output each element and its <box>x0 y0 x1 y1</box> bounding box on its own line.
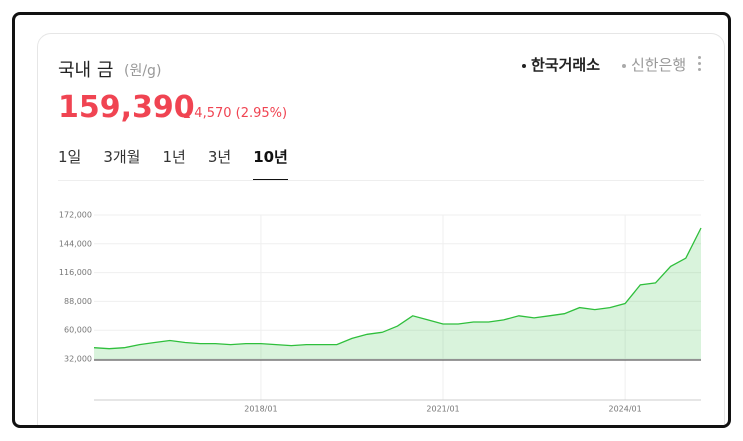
change-rate: (2.95%) <box>235 106 288 121</box>
y-tick-label: 88,000 <box>64 297 92 306</box>
gold-card: 국내 금 (원/g) 한국거래소 신한은행 159,390 ▲ 4,570 (2… <box>37 33 725 425</box>
chart: 32,000 60,000 88,000 116,000 144,000 172,000 2… <box>59 211 702 414</box>
line <box>93 227 702 350</box>
y-tick-label: 32,000 <box>64 355 92 364</box>
title: 국내 금 <box>58 60 114 81</box>
period-tab[interactable]: 1일 <box>58 148 82 166</box>
divider <box>58 180 704 181</box>
y-tick-label: 60,000 <box>64 326 92 335</box>
y-tick-label: 144,000 <box>59 239 92 248</box>
y-tick-label: 116,000 <box>59 268 92 277</box>
change: 4,570 <box>194 106 232 121</box>
source-label: 신한은행 <box>631 56 687 74</box>
period-tab[interactable]: 1년 <box>162 148 186 166</box>
x-tick-label: 2024/01 <box>609 405 642 414</box>
x-tick-label: 2018/01 <box>244 405 277 414</box>
price: 159,390 <box>58 90 195 125</box>
source-label: 한국거래소 <box>531 56 601 74</box>
source-tab[interactable]: 신한은행 <box>622 54 686 75</box>
x-tick-label: 2021/01 <box>426 405 459 414</box>
period-tab[interactable]: 3개월 <box>103 148 141 166</box>
period-tab[interactable]: 3년 <box>207 148 232 166</box>
area <box>94 228 701 359</box>
price-change: ▲ 4,570 (2.95%) <box>184 106 288 121</box>
menu-button[interactable] <box>698 56 702 74</box>
frame: 국내 금 (원/g) 한국거래소 신한은행 159,390 ▲ 4,570 (2… <box>12 12 731 428</box>
unit: (원/g) <box>124 63 162 79</box>
source-tab[interactable]: 한국거래소 <box>522 54 600 75</box>
y-tick-label: 172,000 <box>59 211 92 220</box>
